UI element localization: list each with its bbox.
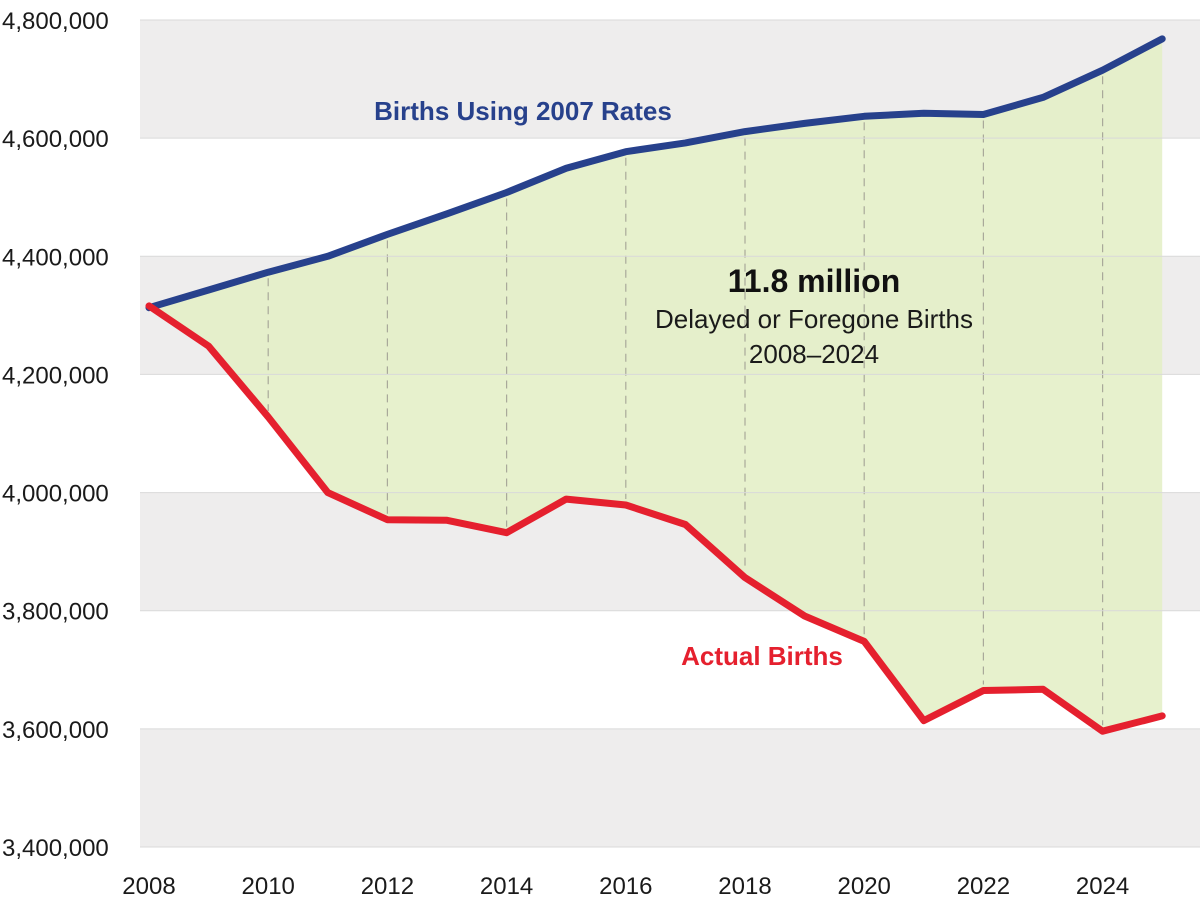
annotation-value: 11.8 million [728, 263, 901, 299]
x-tick-label: 2024 [1076, 873, 1129, 900]
y-tick-label: 4,000,000 [2, 481, 109, 508]
series-line-actual [145, 302, 1166, 735]
vertical-gridlines [267, 76, 1104, 726]
y-tick-label: 3,400,000 [2, 835, 109, 862]
y-tick-label: 4,200,000 [2, 362, 109, 389]
y-axis-ticks: 3,400,000 3,600,000 3,800,000 4,000,000 4,20… [2, 8, 109, 862]
x-tick-label: 2020 [838, 873, 891, 900]
series-label-actual: Actual Births [681, 641, 843, 671]
x-tick-label: 2016 [599, 873, 652, 900]
x-tick-label: 2014 [480, 873, 533, 900]
y-tick-label: 4,600,000 [2, 126, 109, 153]
series-label-expected: Births Using 2007 Rates [374, 96, 672, 126]
series-line-expected [145, 35, 1166, 312]
x-axis-ticks: 2008 2010 2012 2014 2016 2018 2020 2022 2024 [122, 873, 1129, 900]
y-tick-label: 3,600,000 [2, 717, 109, 744]
y-tick-label: 3,800,000 [2, 599, 109, 626]
horizontal-gridlines [140, 19, 1200, 848]
x-tick-label: 2022 [957, 873, 1010, 900]
gap-fill-area [149, 38, 1163, 732]
x-tick-label: 2010 [242, 873, 295, 900]
annotation-line1: Delayed or Foregone Births [655, 304, 973, 334]
annotation: 11.8 million Delayed or Foregone Births … [655, 263, 973, 369]
y-tick-label: 4,400,000 [2, 244, 109, 271]
series-lines [145, 35, 1166, 735]
band [140, 728, 1200, 847]
annotation-line2: 2008–2024 [749, 339, 879, 369]
y-tick-label: 4,800,000 [2, 8, 109, 35]
x-tick-label: 2008 [122, 873, 175, 900]
x-tick-label: 2018 [718, 873, 771, 900]
x-tick-label: 2012 [361, 873, 414, 900]
